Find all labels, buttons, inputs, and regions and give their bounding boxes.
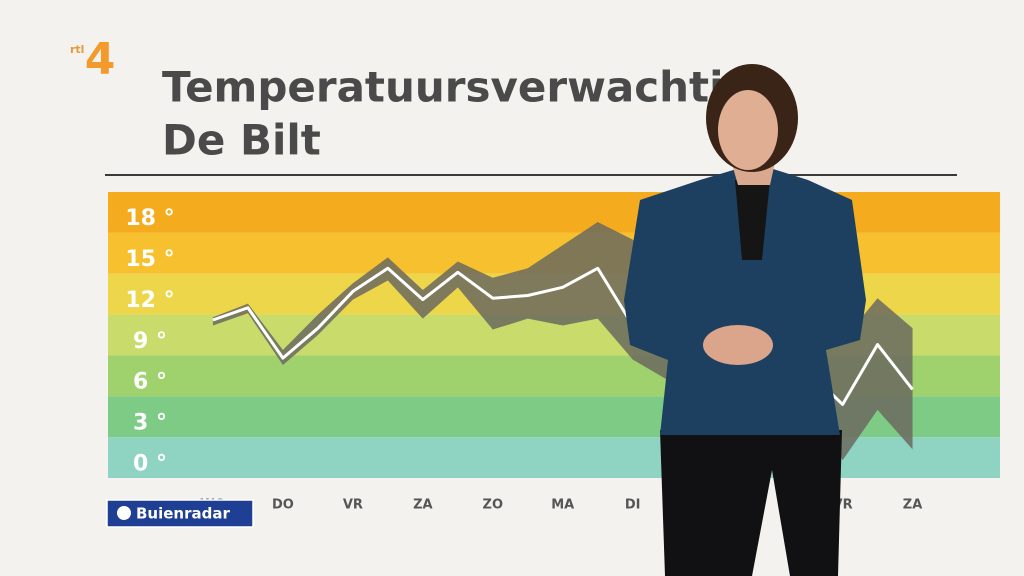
temperature-band [108, 192, 1000, 233]
badge-text: Buienradar [136, 505, 230, 523]
x-tick-label: ZA [413, 498, 433, 513]
presenter-jacket [624, 168, 866, 435]
x-tick-label: VR [343, 498, 363, 513]
logo-big: 4 [85, 34, 116, 85]
badge-box [106, 499, 254, 528]
presenter-face [718, 90, 778, 170]
presenter [624, 64, 866, 576]
presenter-hands [703, 325, 773, 365]
badge-icon [117, 506, 131, 520]
x-tick-label: ZA [903, 498, 923, 513]
y-tick-label: 9 ° [133, 329, 167, 354]
y-tick-label: 0 ° [133, 451, 167, 476]
chart-title: Temperatuursverwachti [162, 63, 724, 112]
presenter-top [735, 180, 770, 260]
badge: Buienradar [106, 499, 254, 528]
x-tick-label: ZO [483, 498, 503, 513]
x-tick-label: DI [625, 498, 641, 513]
y-tick-label: 15 ° [125, 247, 174, 272]
x-tick-label: MA [551, 498, 574, 513]
y-tick-label: 18 ° [125, 206, 174, 231]
x-tick-label: DO [272, 498, 294, 513]
chart: 18 °15 °12 °9 °6 °3 °0 °WODOVRZAZOMADIVR… [108, 192, 1000, 513]
presenter-trousers [660, 430, 842, 576]
y-tick-label: 3 ° [133, 411, 167, 436]
y-tick-label: 6 ° [133, 370, 167, 395]
temperature-band [108, 437, 1000, 478]
logo-small: rtl [70, 43, 84, 56]
chart-subtitle: De Bilt [162, 116, 321, 165]
y-tick-label: 12 ° [125, 288, 174, 313]
